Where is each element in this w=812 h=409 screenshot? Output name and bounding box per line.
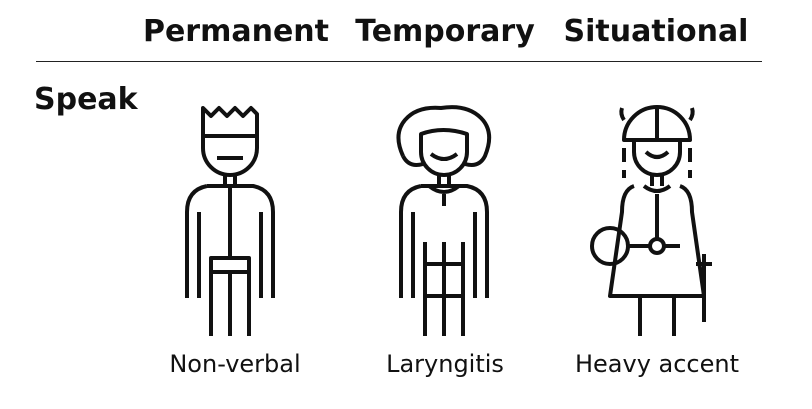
person-spiky-hair-icon	[155, 100, 305, 340]
caption-heavy-accent: Heavy accent	[574, 350, 740, 378]
column-header-situational: Situational	[563, 14, 749, 49]
header-divider	[36, 61, 762, 62]
person-curly-hair-icon	[369, 100, 519, 340]
caption-laryngitis: Laryngitis	[386, 350, 504, 378]
column-header-temporary: Temporary	[355, 14, 535, 49]
column-header-permanent: Permanent	[142, 14, 330, 49]
caption-non-verbal: Non-verbal	[169, 350, 301, 378]
person-viking-helmet-icon	[582, 100, 732, 340]
row-label-speak: Speak	[34, 82, 138, 117]
